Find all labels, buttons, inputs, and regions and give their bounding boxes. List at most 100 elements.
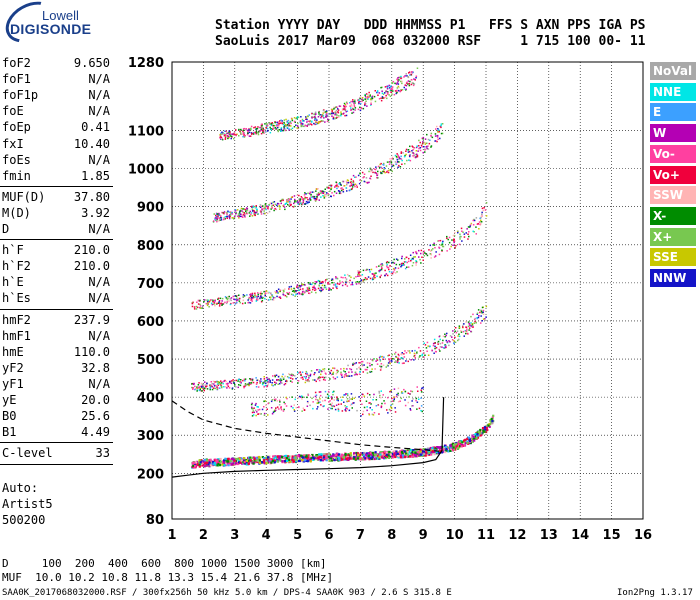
echo-point — [390, 400, 392, 403]
echo-point — [259, 206, 262, 208]
echo-point — [423, 342, 425, 344]
echo-point — [240, 213, 242, 216]
echo-point — [453, 241, 455, 244]
echo-point — [356, 281, 359, 283]
echo-point — [308, 283, 310, 285]
echo-point — [355, 283, 358, 285]
echo-point — [199, 303, 201, 306]
echo-point — [250, 213, 252, 216]
echo-point — [250, 379, 252, 381]
echo-point — [438, 129, 440, 131]
echo-point — [325, 456, 328, 459]
echo-point — [255, 414, 257, 417]
echo-point — [323, 405, 325, 407]
echo-point — [375, 272, 377, 274]
echo-point — [360, 180, 363, 182]
echo-point — [384, 274, 386, 277]
echo-point — [307, 454, 310, 457]
echo-point — [379, 365, 381, 367]
echo-point — [471, 324, 474, 326]
echo-point — [326, 115, 328, 118]
echo-point — [273, 457, 276, 460]
echo-point — [362, 454, 366, 457]
echo-point — [295, 293, 297, 296]
echo-point — [287, 119, 290, 122]
echo-point — [302, 293, 304, 296]
echo-point — [318, 379, 321, 382]
echo-point — [237, 299, 239, 301]
echo-point — [333, 284, 335, 286]
echo-point — [283, 206, 286, 208]
echo-point — [315, 291, 317, 294]
echo-point — [388, 408, 391, 411]
echo-point — [325, 396, 328, 399]
echo-point — [217, 460, 220, 463]
echo-point — [221, 303, 223, 305]
echo-point — [357, 275, 359, 277]
echo-point — [336, 187, 338, 190]
echo-point — [468, 438, 471, 441]
echo-point — [410, 455, 413, 458]
echo-point — [411, 451, 415, 454]
echo-point — [420, 262, 422, 264]
echo-point — [337, 398, 339, 400]
echo-point — [440, 132, 443, 135]
param-value: 33 — [95, 446, 110, 461]
echo-point — [397, 259, 399, 261]
echo-point — [476, 436, 480, 439]
echo-point — [269, 123, 271, 125]
echo-point — [367, 95, 369, 98]
echo-point — [319, 121, 321, 123]
echo-point — [298, 406, 300, 408]
echo-point — [235, 210, 237, 212]
echo-point — [415, 261, 418, 263]
echo-point — [358, 99, 360, 101]
echo-point — [234, 215, 237, 217]
echo-point — [304, 458, 307, 461]
echo-point — [282, 123, 285, 126]
echo-point — [259, 204, 262, 206]
echo-point — [453, 234, 456, 237]
param-row: foEs N/A — [2, 153, 110, 169]
echo-point — [214, 218, 216, 220]
echo-point — [266, 408, 268, 410]
echo-point — [381, 86, 383, 89]
echo-point — [318, 391, 321, 393]
echo-point — [279, 200, 282, 202]
echo-point — [437, 341, 439, 344]
echo-point — [416, 67, 419, 69]
echo-point — [260, 380, 263, 383]
echo-point — [478, 315, 480, 317]
echo-point — [272, 204, 275, 206]
echo-point — [197, 299, 200, 302]
echo-point — [383, 167, 386, 169]
echo-point — [340, 403, 342, 405]
echo-point — [241, 302, 244, 305]
echo-point — [215, 384, 217, 387]
echo-point — [250, 456, 254, 460]
echo-point — [413, 147, 415, 150]
echo-point — [297, 287, 299, 289]
echo-point — [426, 447, 430, 450]
echo-point — [244, 384, 247, 386]
echo-point — [418, 256, 420, 258]
x-tick-label: 2 — [199, 528, 208, 543]
echo-point — [317, 406, 319, 408]
echo-point — [288, 373, 290, 375]
echo-point — [488, 425, 491, 428]
echo-point — [475, 233, 477, 235]
echo-point — [218, 301, 220, 303]
echo-point — [252, 410, 255, 412]
echo-point — [370, 370, 373, 373]
echo-point — [343, 367, 345, 370]
echo-point — [336, 285, 338, 288]
echo-point — [411, 145, 413, 147]
echo-point — [275, 292, 277, 294]
echo-point — [272, 201, 274, 204]
echo-point — [192, 464, 195, 467]
echo-point — [332, 282, 334, 284]
echo-point — [306, 121, 308, 123]
echo-point — [305, 193, 307, 195]
echo-point — [435, 251, 437, 253]
echo-point — [415, 75, 418, 77]
